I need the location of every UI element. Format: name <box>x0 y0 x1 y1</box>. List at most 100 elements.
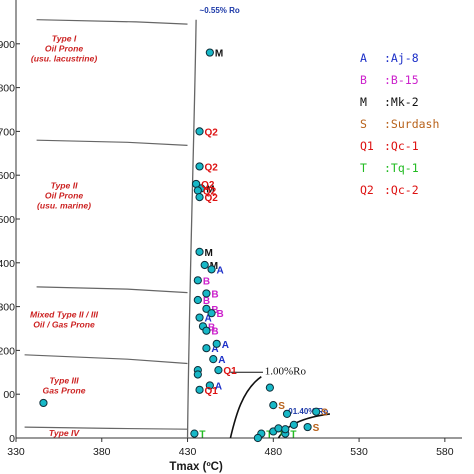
y-tick-label: 700 <box>0 126 15 138</box>
y-tick-label: 00 <box>3 389 15 401</box>
data-point <box>39 398 48 408</box>
legend-name: :Tq-1 <box>384 161 419 175</box>
data-point <box>195 193 204 202</box>
data-point <box>195 313 204 322</box>
ro-label: ~0.55% Ro <box>200 6 240 15</box>
point-label: Q2 <box>205 193 219 204</box>
data-point <box>195 385 204 394</box>
point-label: Q2 <box>201 180 215 191</box>
region-label: Type IV <box>49 428 81 438</box>
region-label-line: Type I <box>52 34 77 44</box>
data-point <box>202 304 211 313</box>
data-point <box>274 424 283 433</box>
y-tick-label: 300 <box>0 302 15 314</box>
legend-name: :B-15 <box>384 73 419 87</box>
legend-code: Q2 <box>360 183 374 197</box>
point-label: Q2 <box>203 187 217 198</box>
data-point <box>207 309 216 318</box>
data-point <box>205 48 214 57</box>
legend-name: :Qc-1 <box>384 139 419 153</box>
region-label-line: Type IV <box>49 428 81 438</box>
boundary-line <box>36 139 188 146</box>
data-point <box>207 265 216 274</box>
y-tick-label: 500 <box>0 214 15 226</box>
y-tick-label: 600 <box>0 170 15 182</box>
point-label: M <box>215 49 223 60</box>
data-point <box>193 186 202 195</box>
region-labels: Type I Oil Prone (usu. lacustrine)Type II O… <box>30 34 99 438</box>
data-point <box>205 381 214 390</box>
point-label: Q2 <box>205 162 219 173</box>
data-point <box>202 289 211 298</box>
data-point <box>195 162 204 171</box>
region-label-line: Oil Prone <box>45 44 83 54</box>
data-point <box>193 295 202 305</box>
point-label: S <box>313 423 320 434</box>
data-point <box>265 383 274 392</box>
legend-code: M <box>360 95 367 109</box>
region-label-line: Oil Prone <box>45 190 83 200</box>
data-point <box>190 429 199 438</box>
data-point <box>282 409 292 419</box>
data-point <box>202 344 211 353</box>
point-label: B <box>211 327 218 338</box>
x-tick-label: 380 <box>93 446 111 458</box>
data-point <box>214 366 223 375</box>
point-label: A <box>205 314 212 325</box>
data-point <box>202 326 211 335</box>
region-label-line: Gas Prone <box>43 385 86 395</box>
point-label: S <box>278 401 285 412</box>
data-point <box>209 355 218 364</box>
ro-055-line <box>186 19 197 439</box>
point-label: B <box>208 322 215 333</box>
boundary-line <box>24 354 188 365</box>
region-label: Type I Oil Prone (usu. lacustrine) <box>31 34 98 64</box>
legend-name: :Qc-2 <box>384 183 419 197</box>
boundary-line <box>36 286 188 294</box>
data-point <box>212 339 221 348</box>
region-label-line: (usu. marine) <box>37 200 91 210</box>
point-label: M <box>205 248 213 259</box>
data-point <box>192 179 201 189</box>
boundary-line <box>36 19 188 25</box>
data-point <box>289 420 298 429</box>
legend-code: Q1 <box>360 139 374 153</box>
legend-name: :Aj-8 <box>384 51 419 65</box>
point-label: A <box>215 381 222 392</box>
x-tick-label: 480 <box>265 446 283 458</box>
point-label: Q1 <box>205 386 219 397</box>
region-label-line: Type III <box>49 375 79 385</box>
boundary-lines: ~0.55% Ro 1.00%Ro ~01.40% Ro <box>24 6 331 439</box>
x-axis-label: Tmax (ºC) <box>169 461 223 473</box>
data-point <box>312 407 321 416</box>
point-label: T <box>199 430 205 441</box>
x-tick-label: 530 <box>350 446 368 458</box>
point-label: B <box>217 309 224 320</box>
region-label: Mixed Type II / III Oil / Gas Prone <box>30 310 99 330</box>
legend-name: :Surdash <box>384 117 439 131</box>
point-label: B <box>203 296 210 307</box>
legend-code: S <box>360 117 367 131</box>
point-label: T <box>290 430 296 441</box>
point-label: A <box>218 355 225 366</box>
ro-label: ~01.40% Ro <box>284 407 329 416</box>
x-tick-label: 330 <box>7 446 25 458</box>
data-point <box>303 422 312 432</box>
y-tick-label: 0 <box>9 433 15 445</box>
data-point <box>195 127 204 136</box>
region-label-line: Mixed Type II / III <box>30 310 99 320</box>
data-point <box>200 260 209 270</box>
data-point <box>193 276 202 285</box>
ro-100-line <box>229 376 262 439</box>
point-label: A <box>217 265 224 276</box>
y-tick-label: 900 <box>0 39 15 51</box>
legend-code: A <box>360 51 367 65</box>
point-label: M <box>206 184 214 195</box>
legend: A:Aj-8 B:B-15 M:Mk-2 S:Surdash Q1:Qc-1 T:Tq-1… <box>360 51 439 197</box>
point-label: A <box>211 344 218 355</box>
y-tick-label: 800 <box>0 83 15 95</box>
data-point <box>193 370 202 379</box>
data-point <box>195 247 204 256</box>
y-tick-label: 400 <box>0 258 15 270</box>
data-points: MMMMQ2Q2Q2Q2Q2AAAAAABBBBBBBQ1Q1SSSTTTT <box>39 48 328 443</box>
